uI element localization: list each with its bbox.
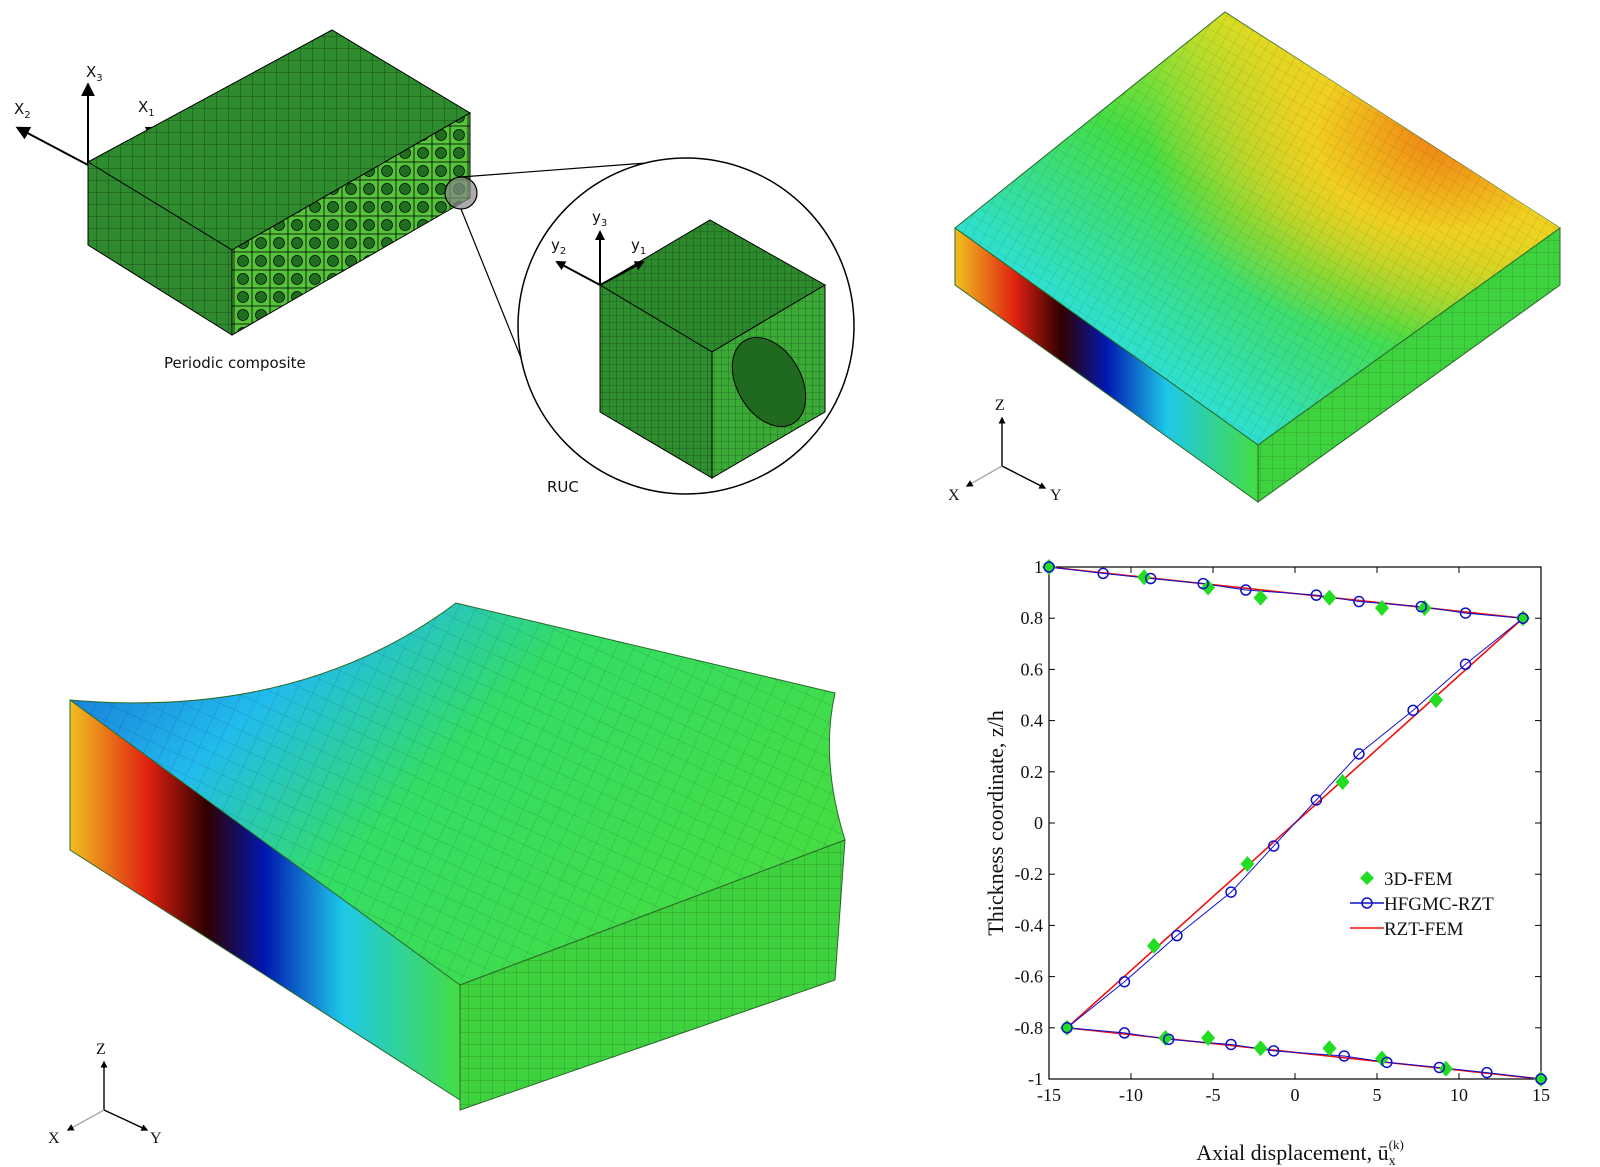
y-tick-label: -0.2 bbox=[1015, 864, 1044, 884]
data-point-hfgmc bbox=[1171, 929, 1183, 942]
data-point-hfgmc bbox=[1353, 595, 1365, 608]
data-point-hfgmc bbox=[1043, 561, 1055, 573]
ruc-cube bbox=[599, 219, 826, 479]
x-tick-label: 5 bbox=[1373, 1085, 1382, 1105]
composite-block bbox=[86, 29, 471, 336]
axis-label-y2: y2 bbox=[551, 236, 566, 257]
axis-label-y1: y1 bbox=[631, 236, 646, 257]
thickness-displacement-chart: -15 -10 -5 0 5 10 15 1 0.8 0.6 0.4 0.2 0 -0.2 -0.4 -0.… bbox=[983, 557, 1550, 1167]
data-point-hfgmc bbox=[1353, 748, 1365, 760]
legend-marker-3dfem bbox=[1360, 871, 1374, 885]
triad-b-label-x: X bbox=[948, 487, 960, 504]
ruc-highlight-marker bbox=[444, 176, 478, 210]
data-point-hfgmc bbox=[1310, 794, 1323, 806]
data-point-3dfem bbox=[1335, 774, 1350, 791]
data-point-hfgmc bbox=[1481, 1066, 1493, 1079]
data-point-hfgmc bbox=[1517, 612, 1529, 624]
data-point-3dfem bbox=[1253, 1040, 1268, 1057]
data-point-3dfem bbox=[1438, 1060, 1453, 1077]
data-point-hfgmc bbox=[1225, 886, 1237, 898]
data-point-3dfem bbox=[1137, 569, 1152, 586]
data-point-hfgmc bbox=[1433, 1061, 1446, 1074]
triad-b-label-y: Y bbox=[1050, 487, 1062, 504]
x-tick-label: -10 bbox=[1119, 1085, 1143, 1105]
data-point-hfgmc bbox=[1535, 1073, 1547, 1085]
data-point-3dfem bbox=[1201, 579, 1216, 596]
series-layer bbox=[1042, 559, 1548, 1087]
local-axes-icon bbox=[555, 230, 645, 286]
caption-ruc: RUC bbox=[547, 478, 579, 496]
data-point-hfgmc bbox=[1240, 584, 1252, 596]
y-tick-label: 0.2 bbox=[1021, 762, 1044, 782]
triad-c-label-y: Y bbox=[150, 1130, 162, 1147]
x-tick-label: -5 bbox=[1206, 1085, 1221, 1105]
data-point-hfgmc bbox=[1267, 1045, 1280, 1057]
axis-label-x2: X2 bbox=[14, 100, 31, 121]
x-tick-label: 0 bbox=[1291, 1085, 1300, 1105]
legend-label-rztfem: RZT-FEM bbox=[1384, 919, 1464, 940]
data-point-3dfem bbox=[1240, 855, 1255, 872]
x-tick-label: 10 bbox=[1450, 1085, 1468, 1105]
y-tick-label: -0.8 bbox=[1015, 1018, 1044, 1038]
data-point-hfgmc bbox=[1162, 1033, 1175, 1046]
data-point-hfgmc bbox=[1118, 1027, 1131, 1039]
panel-c-deformed-plate: Z X Y bbox=[48, 602, 846, 1147]
y-ticks: 1 0.8 0.6 0.4 0.2 0 -0.2 -0.4 -0.6 -0.8 -1 bbox=[1015, 557, 1541, 1089]
x-ticks: -15 -10 -5 0 5 10 15 bbox=[1037, 567, 1550, 1105]
data-point-3dfem bbox=[1322, 1040, 1337, 1057]
data-point-3dfem bbox=[1253, 589, 1268, 606]
legend: 3D-FEM HFGMC-RZT RZT-FEM bbox=[1350, 869, 1494, 940]
data-point-3dfem bbox=[1374, 599, 1389, 616]
data-point-3dfem bbox=[1374, 1050, 1389, 1067]
axis-label-x1: X1 bbox=[138, 98, 155, 119]
data-point-hfgmc bbox=[1061, 1022, 1073, 1034]
panel-a-periodic-composite: X3 X2 X1 y3 bbox=[14, 29, 855, 496]
y-tick-label: 0.8 bbox=[1021, 608, 1044, 628]
triad-c-label-x: X bbox=[48, 1130, 60, 1147]
y-tick-label: 0 bbox=[1034, 813, 1043, 833]
data-point-3dfem bbox=[1146, 937, 1161, 954]
data-point-hfgmc bbox=[1225, 1038, 1237, 1051]
triad-icon-c bbox=[66, 1060, 149, 1131]
data-point-hfgmc bbox=[1267, 840, 1280, 852]
caption-periodic-composite: Periodic composite bbox=[164, 354, 306, 372]
legend-label-3dfem: 3D-FEM bbox=[1384, 869, 1453, 890]
triad-icon-b bbox=[965, 416, 1047, 489]
legend-label-hfgmc: HFGMC-RZT bbox=[1384, 894, 1494, 915]
y-tick-label: -0.6 bbox=[1015, 967, 1044, 987]
y-tick-label: -1 bbox=[1028, 1069, 1043, 1089]
x-axis-title: Axial displacement, ūx(k) bbox=[1196, 1137, 1404, 1167]
y-tick-label: 1 bbox=[1034, 557, 1043, 577]
data-point-hfgmc bbox=[1197, 577, 1209, 590]
series-line-hfgmc bbox=[1048, 566, 1542, 1080]
triad-c-label-z: Z bbox=[96, 1041, 106, 1058]
y-tick-label: 0.4 bbox=[1021, 711, 1044, 731]
data-point-hfgmc bbox=[1459, 607, 1472, 619]
y-axis-title: Thickness coordinate, z/h bbox=[983, 710, 1008, 935]
data-point-hfgmc bbox=[1144, 572, 1157, 585]
data-point-hfgmc bbox=[1415, 600, 1428, 613]
axis-label-x3: X3 bbox=[86, 63, 103, 84]
data-point-3dfem bbox=[1429, 692, 1444, 709]
data-point-hfgmc bbox=[1310, 589, 1323, 601]
axis-label-y3: y3 bbox=[592, 208, 607, 229]
y-tick-label: 0.6 bbox=[1021, 659, 1044, 679]
data-point-hfgmc bbox=[1381, 1056, 1393, 1069]
data-point-3dfem bbox=[1322, 589, 1337, 606]
x-tick-label: -15 bbox=[1037, 1085, 1061, 1105]
panel-b-contour-plate: Z X Y bbox=[948, 11, 1561, 504]
y-tick-label: -0.4 bbox=[1015, 915, 1044, 935]
data-point-hfgmc bbox=[1459, 658, 1472, 671]
data-point-hfgmc bbox=[1118, 975, 1131, 988]
data-point-hfgmc bbox=[1407, 704, 1419, 717]
data-point-hfgmc bbox=[1097, 567, 1109, 580]
x-tick-label: 15 bbox=[1532, 1085, 1550, 1105]
legend-marker-hfgmc bbox=[1361, 897, 1373, 909]
data-point-hfgmc bbox=[1338, 1050, 1350, 1062]
triad-b-label-z: Z bbox=[995, 397, 1005, 414]
data-point-3dfem bbox=[1201, 1030, 1216, 1047]
